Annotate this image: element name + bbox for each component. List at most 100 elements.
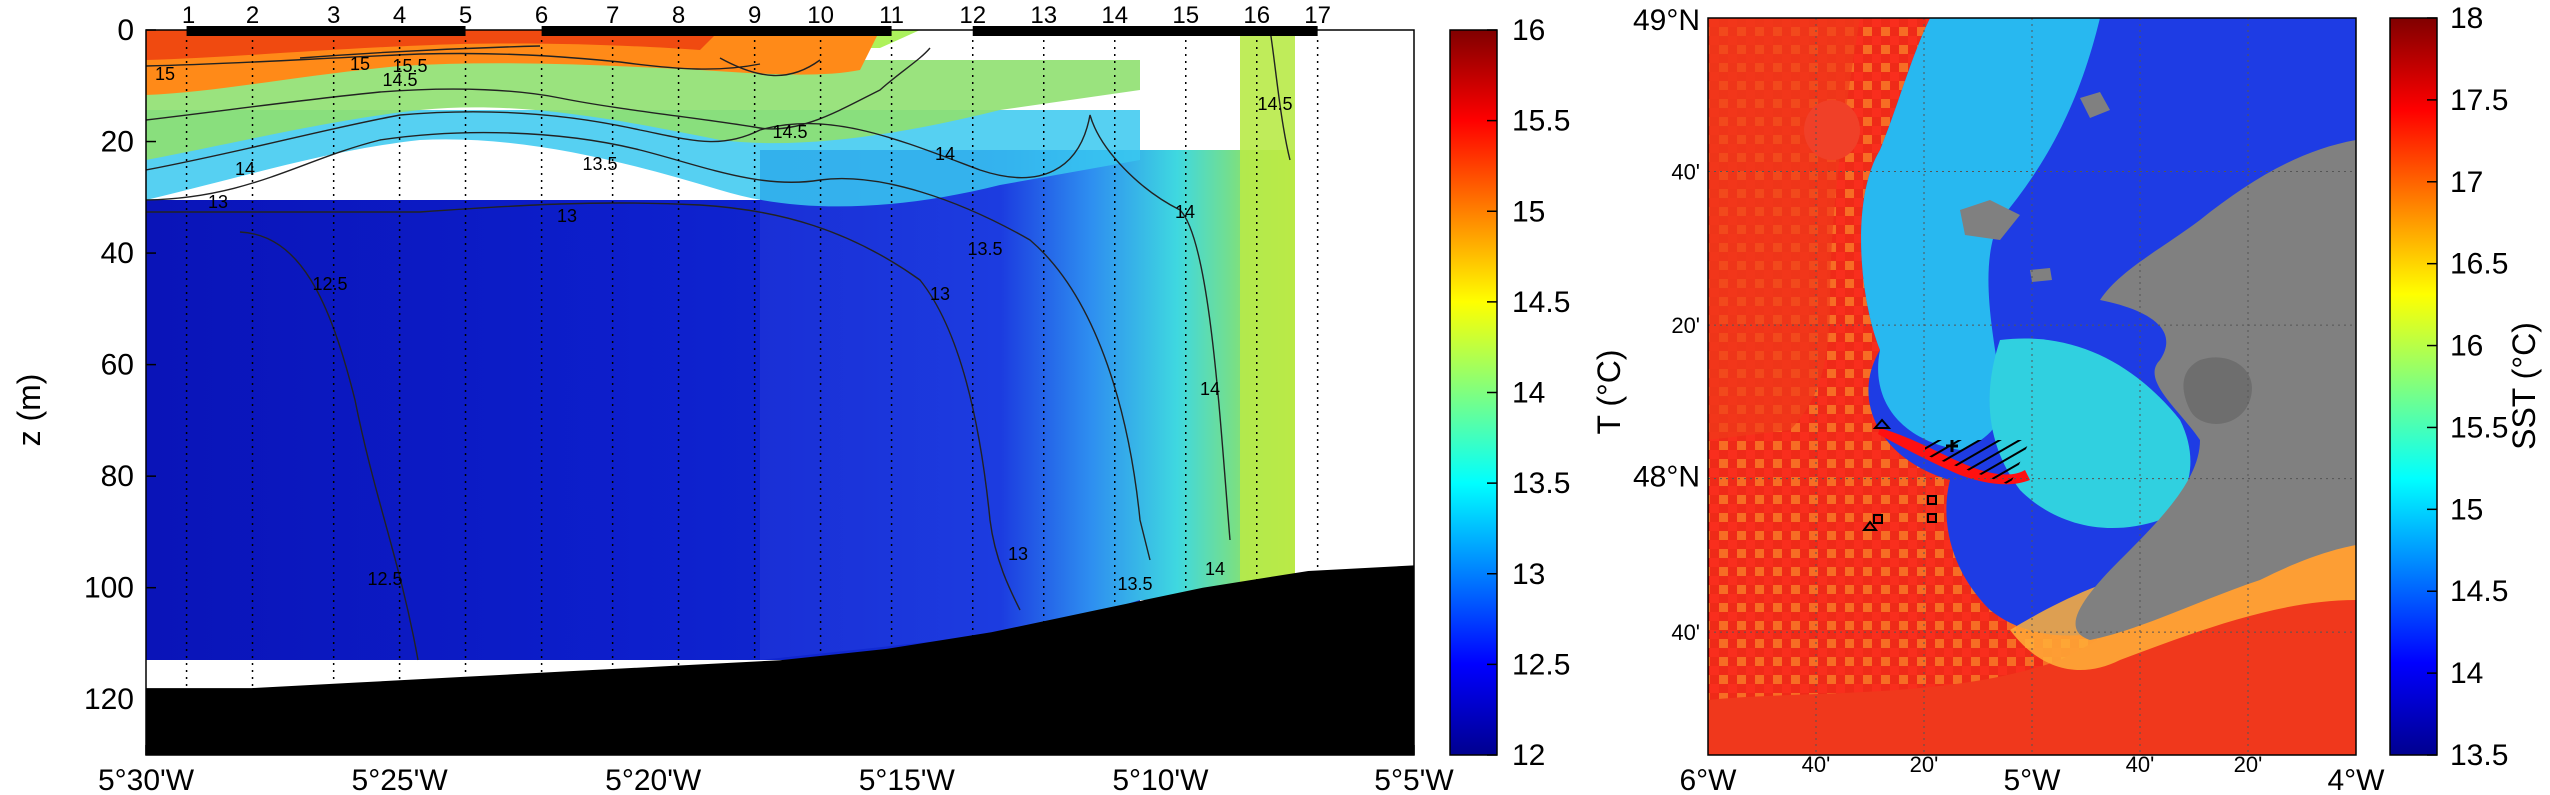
contour-label: 13 <box>930 284 950 304</box>
section-colorbar-tick-label: 12.5 <box>1512 648 1570 681</box>
map-colorbar-tick-label: 16 <box>2450 330 2483 363</box>
map-panel: 49°N 40' 20' 48°N 40' 6°W 40' 20' 5°W 40' 20' 4°W <box>1633 4 2385 795</box>
section-colorbar-tick-label: 12 <box>1512 739 1545 772</box>
map-south-warm <box>1708 500 2356 755</box>
map-lat-label: 40' <box>1671 160 1700 185</box>
section-x-tick-label: 5°25'W <box>352 764 449 795</box>
station-bar-segment <box>972 26 1318 36</box>
map-axes: 49°N 40' 20' 48°N 40' 6°W 40' 20' 5°W 40' 20' 4°W <box>1633 4 2385 795</box>
section-colorbar-tick-label: 13 <box>1512 558 1545 591</box>
station-label: 14 <box>1101 2 1128 29</box>
section-colorbar-tick-label: 15 <box>1512 195 1545 228</box>
contour-label: 13 <box>557 206 577 226</box>
section-colorbar-tick-label: 13.5 <box>1512 467 1570 500</box>
map-marker-square-1 <box>1873 514 1883 524</box>
map-island-molene <box>2080 92 2110 118</box>
section-x-axis: 5°30'W 5°25'W 5°20'W 5°15'W 5°10'W 5°5'W <box>98 745 1454 795</box>
station-label: 17 <box>1304 2 1331 29</box>
map-colorbar-tick-label: 18 <box>2450 2 2483 35</box>
section-colorbar-label: T (°C) <box>1591 349 1627 434</box>
section-colorbar-tick-label: 16 <box>1512 14 1545 47</box>
map-colorbar-tick-label: 14 <box>2450 657 2483 690</box>
section-colorbar: 12 12.5 13 13.5 14 14.5 15 15.5 16 T (°C) <box>1449 14 1627 772</box>
section-axes-frame <box>145 29 1415 756</box>
map-lat-label: 40' <box>1671 620 1700 645</box>
seafloor-mask <box>146 565 1414 755</box>
station-bar: 1 2 3 4 5 6 7 8 9 10 11 12 13 14 15 16 17 <box>182 2 1331 36</box>
section-y-label: z (m) <box>11 374 47 447</box>
contour-label: 12.5 <box>367 569 402 589</box>
map-lat-label: 20' <box>1671 313 1700 338</box>
section-thermocline <box>146 110 1140 207</box>
map-colorbar-tick-label: 15.5 <box>2450 411 2508 444</box>
station-label: 13 <box>1030 2 1057 29</box>
contour-label: 13 <box>208 192 228 212</box>
map-colorbar-tick-label: 17 <box>2450 166 2483 199</box>
map-colorbar-tick-label: 15 <box>2450 493 2483 526</box>
map-colorbar-label: SST (°C) <box>2506 322 2542 450</box>
map-land-crozon <box>2183 357 2252 424</box>
section-mixed-layer <box>146 60 1140 160</box>
contour-label: 14.5 <box>772 122 807 142</box>
map-transect <box>1878 428 2030 485</box>
section-y-tick-label: 40 <box>101 237 134 270</box>
contour-14-5-b <box>1269 30 1291 161</box>
section-y-tick-label: 100 <box>84 572 134 605</box>
map-field <box>1708 18 2356 755</box>
station-label: 5 <box>459 2 472 29</box>
contour-label: 14 <box>1175 202 1195 222</box>
map-marker-square-2 <box>1927 495 1937 505</box>
station-label: 16 <box>1243 2 1270 29</box>
contour-label: 13.5 <box>1117 574 1152 594</box>
section-colorbar-tick-label: 14.5 <box>1512 286 1570 319</box>
section-x-tick-label: 5°10'W <box>1112 764 1209 795</box>
contour-15-5 <box>299 45 541 59</box>
section-y-tick-label: 120 <box>84 683 134 716</box>
map-lon-label: 5°W <box>2004 764 2062 795</box>
map-lon-label: 40' <box>2126 752 2155 777</box>
map-lon-label: 6°W <box>1680 764 1738 795</box>
contour-label: 14 <box>235 159 255 179</box>
map-warm-eddy <box>1804 100 1860 160</box>
section-y-axis: 0 20 40 60 80 100 120 <box>84 14 156 716</box>
section-surface-hot <box>146 30 720 60</box>
map-lat-label: 49°N <box>1633 4 1700 37</box>
map-island-sein <box>2030 268 2052 282</box>
contour-label: 14 <box>1200 379 1220 399</box>
contour-label: 15 <box>155 64 175 84</box>
station-label: 1 <box>182 2 195 29</box>
section-x-tick-label: 5°30'W <box>98 764 195 795</box>
section-x-tick-label: 5°20'W <box>605 764 702 795</box>
station-label: 7 <box>606 2 619 29</box>
map-lon-label: 40' <box>1802 752 1831 777</box>
station-label: 4 <box>393 2 406 29</box>
contour-13-5 <box>146 131 1151 561</box>
map-colorbar-ticks: 13.5 14 14.5 15 15.5 16 16.5 17 17.5 18 <box>2427 2 2508 772</box>
contour-14 <box>146 111 1231 541</box>
station-label: 11 <box>879 2 904 29</box>
station-label: 6 <box>535 2 548 29</box>
section-y-tick-label: 20 <box>101 126 134 159</box>
contour-13 <box>146 202 1021 611</box>
station-label: 15 <box>1172 2 1199 29</box>
station-label: 3 <box>327 2 340 29</box>
contour-label: 14 <box>935 144 955 164</box>
contour-label: 13 <box>1008 544 1028 564</box>
contour-label: 14.5 <box>1257 94 1292 114</box>
contour-label: 13.5 <box>582 154 617 174</box>
station-label: 9 <box>748 2 761 29</box>
map-marker-triangle-1 <box>1872 418 1892 429</box>
section-x-tick-label: 5°15'W <box>859 764 956 795</box>
section-y-tick-label: 60 <box>101 349 134 382</box>
section-nearshore-water <box>1240 30 1295 630</box>
map-axes-frame <box>1707 17 2357 756</box>
station-label: 8 <box>672 2 685 29</box>
section-colorbar-tick-label: 14 <box>1512 377 1545 410</box>
section-colorbar-tick-label: 15.5 <box>1512 105 1570 138</box>
section-y-tick-label: 80 <box>101 460 134 493</box>
section-y-tick-label: 0 <box>117 14 134 47</box>
station-label: 12 <box>959 2 986 29</box>
contour-label: 14.5 <box>382 70 417 90</box>
map-lat-label: 48°N <box>1633 461 1700 494</box>
